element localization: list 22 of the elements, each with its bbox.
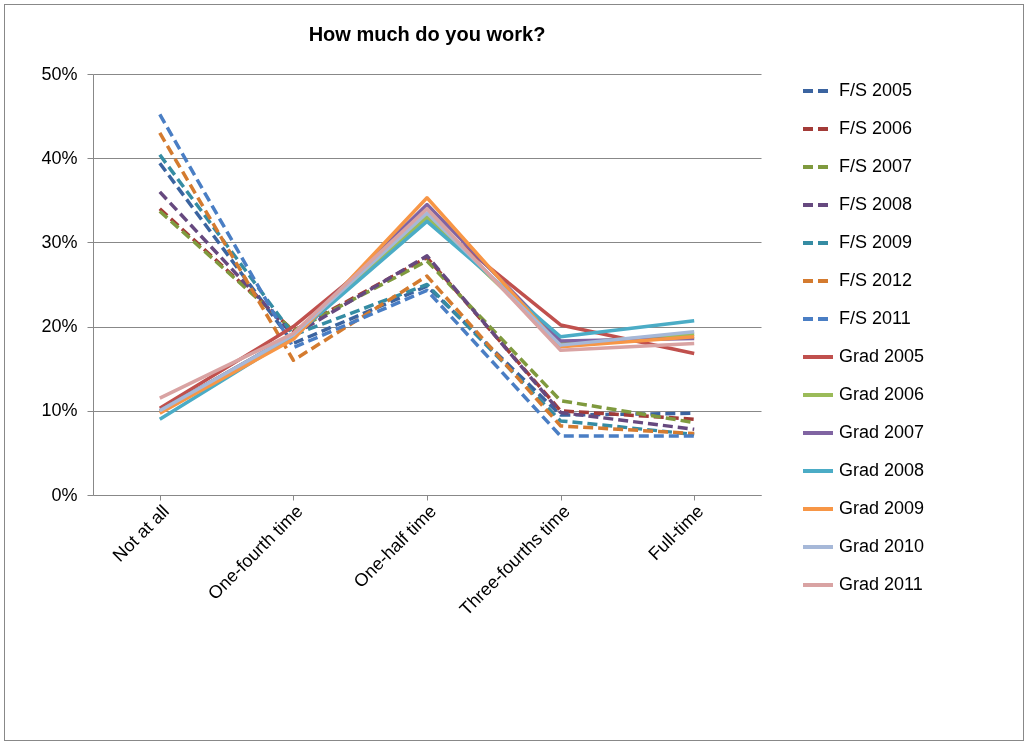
y-tick-label: 50%	[41, 63, 78, 84]
y-tick-label: 10%	[41, 400, 78, 421]
chart-title: How much do you work?	[308, 23, 546, 45]
legend-label: Grad 2006	[839, 384, 925, 404]
legend-label: F/S 2012	[839, 270, 913, 290]
y-tick-label: 0%	[51, 484, 78, 505]
legend-label: Grad 2010	[839, 536, 925, 556]
legend-label: Grad 2008	[839, 460, 925, 480]
legend-label: F/S 2009	[839, 232, 913, 252]
legend-label: Grad 2011	[839, 574, 923, 594]
legend-label: Grad 2009	[839, 498, 925, 518]
x-tick-label: Not at all	[108, 501, 174, 566]
legend-label: F/S 2011	[839, 308, 911, 328]
legend-label: Grad 2005	[839, 346, 925, 366]
legend-label: F/S 2008	[839, 194, 913, 214]
legend-label: F/S 2006	[839, 118, 913, 138]
y-tick-label: 40%	[41, 147, 78, 168]
y-tick-label: 20%	[41, 316, 78, 337]
y-tick-label: 30%	[41, 231, 78, 252]
legend-label: Grad 2007	[839, 422, 925, 442]
legend-label: F/S 2007	[839, 156, 913, 176]
legend-label: F/S 2005	[839, 80, 913, 100]
